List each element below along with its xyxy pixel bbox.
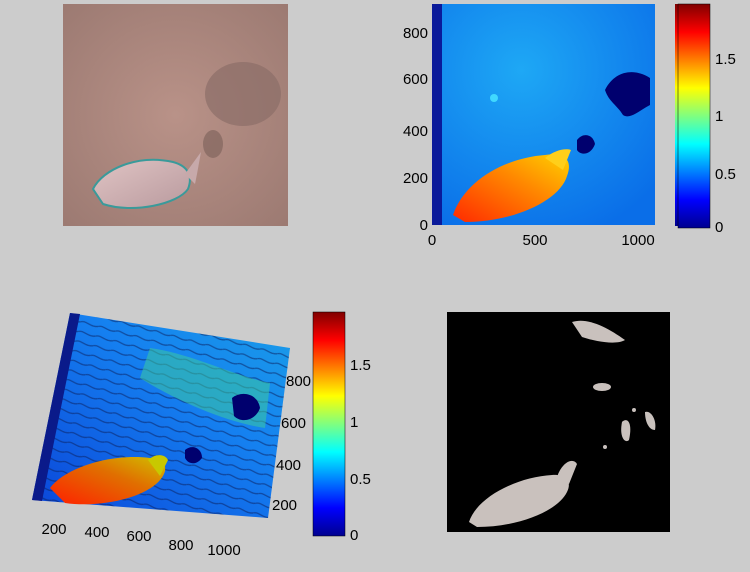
colorbar-tick: 1 <box>715 108 723 125</box>
x-tick: 1000 <box>207 542 240 559</box>
colorbar-bottom: 0 0.5 1 1.5 <box>312 311 371 544</box>
colorbar-top: 0 0.5 1 1.5 <box>677 3 736 232</box>
x-tick: 200 <box>41 521 66 538</box>
x-tick: 1000 <box>621 232 654 249</box>
y-tick: 400 <box>276 457 301 474</box>
colorbar-tick: 1.5 <box>350 357 371 374</box>
y-tick: 200 <box>272 497 297 514</box>
x-tick: 600 <box>126 528 151 545</box>
colorbar-tick: 1.5 <box>715 51 736 68</box>
y-tick: 800 <box>286 373 311 390</box>
y-tick: 600 <box>403 71 428 88</box>
y-tick: 200 <box>403 170 428 187</box>
heatmap-panel: 0 500 1000 0 200 400 600 800 <box>403 4 685 249</box>
segmented-regions <box>469 320 656 527</box>
colorbar-tick: 0.5 <box>350 471 371 488</box>
x-tick: 400 <box>84 524 109 541</box>
surface-x-axis: 200 400 600 800 1000 <box>41 521 240 559</box>
mask-panel <box>447 312 670 532</box>
colorbar-tick: 0.5 <box>715 166 736 183</box>
heatmap-y-axis: 0 200 400 600 800 <box>403 25 428 234</box>
heatmap-area <box>432 4 655 225</box>
y-tick: 800 <box>403 25 428 42</box>
photo-panel <box>63 4 288 226</box>
x-tick: 500 <box>522 232 547 249</box>
heatmap-x-axis: 0 500 1000 <box>428 232 655 249</box>
surface-panel: 200 400 600 800 1000 200 400 600 800 <box>32 313 311 559</box>
surface-y-axis: 200 400 600 800 <box>272 373 311 514</box>
y-tick: 400 <box>403 123 428 140</box>
fish-shape <box>91 152 201 210</box>
x-tick: 800 <box>168 537 193 554</box>
y-tick: 600 <box>281 415 306 432</box>
y-tick: 0 <box>420 217 428 234</box>
colorbar-tick: 0 <box>350 527 358 544</box>
colorbar-tick: 1 <box>350 414 358 431</box>
surface-plot <box>32 313 290 518</box>
colorbar-tick: 0 <box>715 219 723 232</box>
x-tick: 0 <box>428 232 436 249</box>
